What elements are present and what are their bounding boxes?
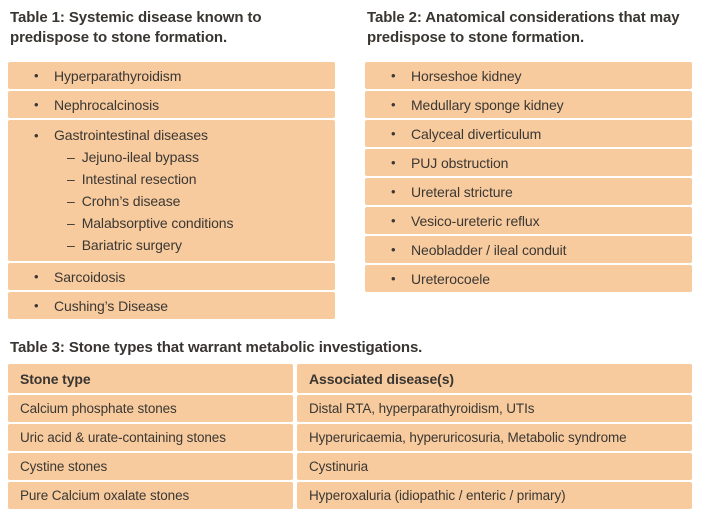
list-subitem: – Intestinal resection [34,168,325,190]
table-cell: Cystinuria [297,453,692,480]
list-subitem: – Bariatric surgery [34,234,325,256]
list-item-label: Calyceal diverticulum [411,125,542,142]
list-subitem-label: Intestinal resection [81,171,197,187]
bullet-icon: • [391,126,396,141]
list-item-label: Horseshoe kidney [411,67,522,84]
table-cell: Hyperuricaemia, hyperuricosuria, Metabol… [297,424,692,451]
bullet-icon: • [34,68,39,83]
list-item: • Ureterocoele [365,265,692,292]
bullet-icon: • [391,68,396,83]
list-item-label: Vesico-ureteric reflux [411,212,540,229]
table1-title: Table 1: Systemic disease known to predi… [10,9,262,46]
table1-list: • Hyperparathyroidism • Nephrocalcinosis… [8,62,335,319]
list-item: • Horseshoe kidney [365,62,692,89]
list-item-label: Gastrointestinal diseases [54,127,208,143]
list-subitem: – Jejuno-ileal bypass [34,146,325,168]
table2-panel: Table 2: Anatomical considerations that … [365,8,692,294]
table3-section: Table 3: Stone types that warrant metabo… [8,338,692,509]
table2-title: Table 2: Anatomical considerations that … [367,9,680,46]
list-item: • Sarcoidosis [8,263,335,290]
table-cell: Distal RTA, hyperparathyroidism, UTIs [297,395,692,422]
list-item-label: Nephrocalcinosis [54,96,160,113]
list-item: • Neobladder / ileal conduit [365,236,692,263]
list-item-label: Medullary sponge kidney [411,96,564,113]
table-cell: Uric acid & urate-containing stones [8,424,293,451]
dash-icon: – [67,149,75,165]
list-subitem-label: Malabsorptive conditions [81,215,234,231]
list-item: • Calyceal diverticulum [365,120,692,147]
list-item: • Cushing’s Disease [8,292,335,319]
bullet-icon: • [391,97,396,112]
list-item: • Gastrointestinal diseases – Jejuno-ile… [8,120,335,261]
bullet-icon: • [391,242,396,257]
column-header-stone-type: Stone type [8,364,293,393]
table1-panel: Table 1: Systemic disease known to predi… [8,8,335,321]
list-subitem-label: Jejuno-ileal bypass [81,149,199,165]
list-item-label: Sarcoidosis [54,268,126,285]
bullet-icon: • [34,127,39,143]
list-subitem: – Malabsorptive conditions [34,212,325,234]
table3-title: Table 3: Stone types that warrant metabo… [10,339,423,356]
dash-icon: – [67,171,75,187]
bullet-icon: • [391,213,396,228]
list-item: • PUJ obstruction [365,149,692,176]
list-item-label: Cushing’s Disease [54,297,168,314]
dash-icon: – [67,215,75,231]
bullet-icon: • [391,271,396,286]
list-item: • Vesico-ureteric reflux [365,207,692,234]
bullet-icon: • [34,269,39,284]
list-item-label: Neobladder / ileal conduit [411,241,567,258]
table-cell: Pure Calcium oxalate stones [8,482,293,509]
list-item-label: Ureteral stricture [411,183,513,200]
list-item-label: PUJ obstruction [411,154,509,171]
list-item: • Nephrocalcinosis [8,91,335,118]
bullet-icon: • [391,184,396,199]
list-item-label: Hyperparathyroidism [54,67,182,84]
list-subitem-label: Crohn’s disease [81,193,181,209]
table-cell: Hyperoxaluria (idiopathic / enteric / pr… [297,482,692,509]
column-header-associated-diseases: Associated disease(s) [297,364,692,393]
list-item-main: • Gastrointestinal diseases [34,124,325,146]
list-item: • Ureteral stricture [365,178,692,205]
table-cell: Cystine stones [8,453,293,480]
bullet-icon: • [34,298,39,313]
list-item: • Medullary sponge kidney [365,91,692,118]
list-subitem: – Crohn’s disease [34,190,325,212]
table2-list: • Horseshoe kidney • Medullary sponge ki… [365,62,692,292]
list-subitem-label: Bariatric surgery [81,237,182,253]
bullet-icon: • [391,155,396,170]
table-cell: Calcium phosphate stones [8,395,293,422]
table3-grid: Stone type Associated disease(s) Calcium… [8,364,692,509]
dash-icon: – [67,193,75,209]
list-item-label: Ureterocoele [411,270,490,287]
bullet-icon: • [34,97,39,112]
dash-icon: – [67,237,75,253]
list-item: • Hyperparathyroidism [8,62,335,89]
